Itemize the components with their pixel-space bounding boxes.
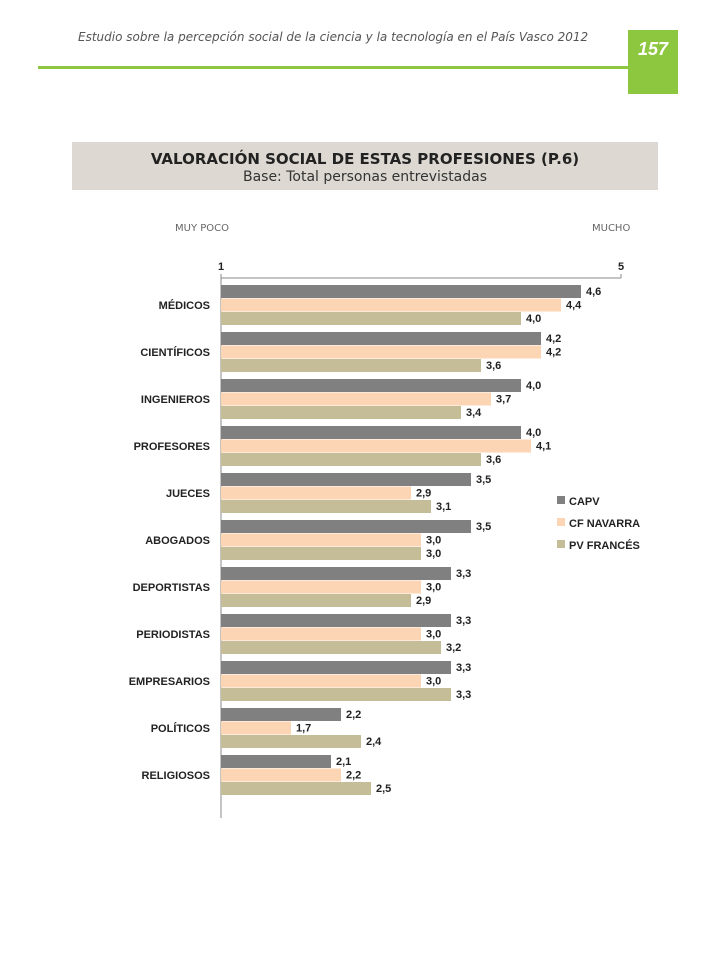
legend-swatch [557, 540, 565, 548]
data-label: 4,6 [586, 286, 601, 298]
bar [221, 345, 541, 359]
data-label: 2,2 [346, 770, 361, 782]
data-label: 3,0 [426, 676, 441, 688]
data-label: 3,7 [496, 394, 511, 406]
bar [221, 735, 361, 748]
bar [221, 406, 461, 419]
scale-high-label: MUCHO [592, 223, 631, 234]
x-tick-label: 1 [218, 261, 224, 273]
bar [221, 688, 451, 701]
bar [221, 547, 421, 560]
data-label: 4,2 [546, 333, 561, 345]
legend-label: CAPV [569, 496, 600, 508]
bar [221, 708, 341, 721]
data-label: 2,4 [366, 736, 382, 748]
legend-swatch [557, 518, 565, 526]
bar [221, 312, 521, 325]
bar [221, 332, 541, 345]
running-header: Estudio sobre la percepción social de la… [78, 30, 589, 44]
category-label: EMPRESARIOS [129, 676, 210, 688]
category-label: INGENIEROS [141, 394, 210, 406]
page-number: 157 [628, 30, 678, 94]
data-label: 3,2 [446, 642, 461, 654]
data-label: 2,5 [376, 783, 391, 795]
bar [221, 453, 481, 466]
category-label: PERIODISTAS [136, 629, 210, 641]
data-label: 4,1 [536, 441, 551, 453]
bar [221, 533, 421, 547]
bar [221, 486, 411, 500]
bar [221, 392, 491, 406]
data-label: 4,0 [526, 380, 541, 392]
data-label: 2,9 [416, 488, 431, 500]
chart-title: VALORACIÓN SOCIAL DE ESTAS PROFESIONES (… [150, 150, 580, 168]
data-label: 3,0 [426, 535, 441, 547]
category-label: CIENTÍFICOS [140, 346, 210, 359]
data-label: 2,1 [336, 756, 351, 768]
bar [221, 674, 421, 688]
data-label: 3,3 [456, 568, 471, 580]
category-label: RELIGIOSOS [142, 770, 210, 782]
bar [221, 614, 451, 627]
bar [221, 721, 291, 735]
bar [221, 379, 521, 392]
scale-low-label: MUY POCO [175, 223, 229, 234]
bar [221, 755, 331, 768]
data-label: 1,7 [296, 723, 311, 735]
bar [221, 594, 411, 607]
category-label: DEPORTISTAS [133, 582, 210, 594]
category-label: MÉDICOS [159, 299, 210, 312]
bar [221, 359, 481, 372]
bar [221, 298, 561, 312]
data-label: 3,3 [456, 689, 471, 701]
data-label: 3,0 [426, 548, 441, 560]
data-label: 3,3 [456, 615, 471, 627]
data-label: 3,1 [436, 501, 451, 513]
data-label: 3,3 [456, 662, 471, 674]
data-label: 3,0 [426, 629, 441, 641]
header-rule [38, 66, 628, 69]
legend-label: PV FRANCÉS [569, 539, 640, 552]
data-label: 3,0 [426, 582, 441, 594]
data-label: 3,4 [466, 407, 482, 419]
bar [221, 439, 531, 453]
data-label: 3,6 [486, 454, 501, 466]
x-tick-label: 5 [618, 261, 624, 273]
data-label: 4,2 [546, 347, 561, 359]
bar [221, 426, 521, 439]
bar [221, 627, 421, 641]
bar [221, 473, 471, 486]
bar [221, 661, 451, 674]
legend-label: CF NAVARRA [569, 518, 640, 530]
bar [221, 520, 471, 533]
data-label: 4,4 [566, 300, 582, 312]
chart-title-band: VALORACIÓN SOCIAL DE ESTAS PROFESIONES (… [72, 142, 658, 190]
bar [221, 567, 451, 580]
bar [221, 580, 421, 594]
bar [221, 641, 441, 654]
data-label: 4,0 [526, 427, 541, 439]
data-label: 3,5 [476, 521, 491, 533]
legend-swatch [557, 496, 565, 504]
data-label: 3,5 [476, 474, 491, 486]
category-label: PROFESORES [134, 441, 210, 453]
category-label: ABOGADOS [145, 535, 210, 547]
data-label: 3,6 [486, 360, 501, 372]
data-label: 4,0 [526, 313, 541, 325]
category-label: POLÍTICOS [151, 722, 210, 735]
bar [221, 285, 581, 298]
category-label: JUECES [166, 488, 210, 500]
bar [221, 768, 341, 782]
bar [221, 500, 431, 513]
data-label: 2,9 [416, 595, 431, 607]
chart-subtitle: Base: Total personas entrevistadas [242, 169, 488, 185]
data-label: 2,2 [346, 709, 361, 721]
bar [221, 782, 371, 795]
